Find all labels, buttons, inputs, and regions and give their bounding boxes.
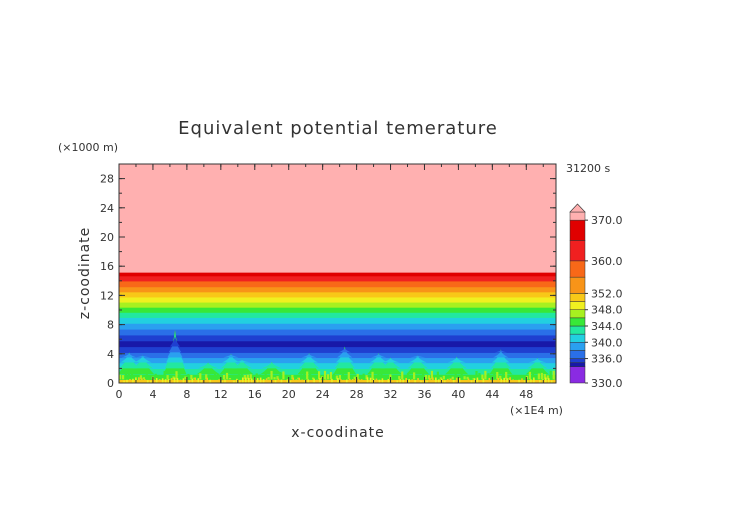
colorbar-segment-11 [569,276,586,294]
surface-layer [119,370,556,383]
plume-10 [379,357,402,375]
y-unit-label: (×1000 m) [58,141,118,154]
layer-band-6 [119,346,556,353]
layer-band-15 [119,296,556,303]
plume-11 [406,355,430,375]
colorbar-extend-arrow [569,203,586,213]
layer-band-7 [119,340,556,348]
layer-band-18 [119,280,556,288]
colorbar-segment-0 [569,366,586,384]
colorbar-tick-label-1: 336.0 [591,353,623,366]
plume-13 [489,349,513,375]
plume-1 [131,355,155,375]
x-unit-label: (×1E4 m) [510,404,563,417]
layer-band-19 [119,275,556,282]
layer-band-8 [119,334,556,342]
layer-band-16 [119,291,556,298]
colorbar-segment-10 [569,293,586,302]
colorbar-segment-12 [569,260,586,278]
y-tick-label-5: 20 [100,231,114,244]
plume-7 [297,353,321,375]
plume-3 [196,362,220,375]
x-tick-label-11: 44 [485,388,499,401]
colorbar-segment-9 [569,301,586,310]
layer-band-12 [119,312,556,318]
y-tick-label-0: 0 [107,377,114,390]
layer-band-10 [119,323,556,330]
x-axis-label: x-coodinate [291,425,385,441]
x-tick-label-4: 16 [248,388,262,401]
layer-band-20 [119,272,556,277]
colorbar-segment-3 [569,350,586,359]
y-tick-label-3: 12 [100,289,114,302]
y-tick-label-1: 4 [107,348,114,361]
y-tick-label-4: 16 [100,260,114,273]
colorbar-tick-label-2: 340.0 [591,336,623,349]
x-tick-label-0: 0 [116,388,123,401]
layer-band-9 [119,328,556,336]
plume-6 [260,361,284,375]
plot-frame [118,163,557,384]
plume-0 [119,352,141,375]
colorbar-segment-14 [569,219,586,241]
colorbar-segment-7 [569,317,586,327]
colorbar-segment-4 [569,342,586,351]
plume-5 [230,359,254,375]
x-tick-label-5: 20 [282,388,296,401]
layer-band-17 [119,286,556,293]
plot-area [118,163,557,384]
colorbar-segment-1 [569,362,586,367]
plume-14 [525,358,549,375]
x-tick-label-12: 48 [519,388,533,401]
x-tick-label-8: 32 [384,388,398,401]
layer-band-13 [119,307,556,313]
plume-8 [333,346,357,375]
y-tick-label-7: 28 [100,173,114,186]
colorbar-tick-label-3: 344.0 [591,320,623,333]
layer-band-5 [119,352,556,359]
layer-band-4 [119,357,556,364]
colorbar-tick-label-4: 348.0 [591,304,623,317]
y-axis-label: z-coodinate [77,227,93,320]
x-tick-label-9: 36 [417,388,431,401]
colorbar-tick-label-7: 370.0 [591,214,623,227]
x-tick-label-6: 24 [316,388,330,401]
plume-12 [445,356,469,375]
x-axis: 0 4 8 12 16 20 24 28 32 36 40 44 48 [116,164,544,401]
colorbar: 330.0 336.0 340.0 344.0 348.0 352.0 360.0 370.0 [569,203,623,390]
colorbar-tick-label-5: 352.0 [591,287,623,300]
colorbar-segment-5 [569,333,586,343]
colorbar-segment-13 [569,240,586,262]
colorbar-segment-8 [569,309,586,319]
colorbar-segment-15 [569,211,586,221]
time-label: 31200 s [566,162,610,175]
x-tick-label-2: 8 [183,388,190,401]
layer-band-21 [119,164,556,273]
x-tick-label-1: 4 [149,388,156,401]
colorbar-tick-label-0: 330.0 [591,377,623,390]
x-tick-label-10: 40 [451,388,465,401]
colorbar-segment-2 [569,358,586,363]
chart-title: Equivalent potential temerature [178,118,498,139]
x-tick-label-3: 12 [214,388,228,401]
x-tick-label-7: 28 [350,388,364,401]
layer-band-11 [119,317,556,324]
layer-band-14 [119,301,556,308]
colorbar-segment-6 [569,325,586,335]
plume-2 [163,329,187,375]
y-tick-label-2: 8 [107,319,114,332]
y-tick-label-6: 24 [100,202,114,215]
y-axis: 0 4 8 12 16 20 24 28 [100,163,556,390]
colorbar-tick-label-6: 360.0 [591,255,623,268]
